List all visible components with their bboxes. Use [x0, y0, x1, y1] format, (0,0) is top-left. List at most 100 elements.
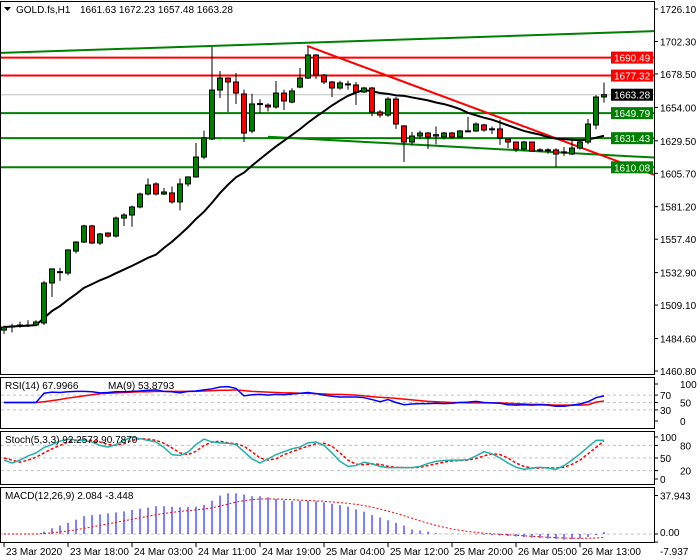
candle [409, 131, 415, 146]
price-level-text: 1663.28 [614, 91, 651, 102]
stoch-panel[interactable] [1, 436, 654, 472]
price-level-label: 1649.79 [611, 107, 653, 120]
candle [321, 73, 327, 85]
macd-tick-label: -7.937 [660, 547, 689, 558]
bull-candle-body [73, 241, 79, 252]
candle [177, 178, 183, 211]
bull-candle-body [593, 96, 599, 126]
bull-candle-body [121, 214, 127, 219]
candle [577, 138, 583, 150]
stoch-label: Stoch(5,3,3) 92.2573 90.7870 [5, 435, 138, 446]
candle [201, 130, 207, 160]
bear-candle-body [225, 77, 231, 83]
candle [185, 176, 191, 187]
time-tick-label: 24 Mar 03:00 [134, 547, 193, 558]
candle [473, 122, 479, 132]
candle [9, 323, 15, 333]
bear-candle-body [425, 132, 431, 138]
candle [513, 141, 519, 152]
price-tick-label: 1629.50 [660, 137, 697, 148]
time-tick-label: 23 Mar 18:00 [70, 547, 129, 558]
stoch-main-line [3, 436, 605, 471]
bear-candle-body [481, 124, 487, 131]
bull-candle-body [385, 98, 391, 116]
candle [17, 321, 23, 328]
bull-candle-body [521, 141, 527, 150]
macd-label: MACD(12,26,9) 2.084 -3.448 [5, 491, 134, 502]
bull-candle-body [193, 156, 199, 178]
bull-candle-body [465, 130, 471, 133]
candle [353, 81, 359, 106]
stoch-signal-line [3, 437, 605, 469]
price-level-text: 1649.79 [614, 109, 651, 120]
candle [561, 146, 567, 156]
bull-candle-body [289, 90, 295, 103]
bull-candle-body [561, 151, 567, 154]
candle [361, 86, 367, 94]
candle [137, 192, 143, 209]
bull-candle-body [65, 249, 71, 274]
bull-candle-body [569, 147, 575, 155]
bear-candle-body [241, 93, 247, 134]
bull-candle-body [25, 324, 31, 327]
price-tick-label: 1460.80 [660, 367, 697, 378]
stoch-tick-label: 80 [680, 441, 692, 452]
bull-candle-body [457, 130, 463, 138]
panel-frames [0, 1, 655, 543]
price-level-text: 1610.08 [614, 163, 651, 174]
candle [457, 129, 463, 139]
stoch-tick-label: 20 [680, 467, 692, 478]
bear-candle-body [281, 92, 287, 102]
candle [305, 46, 311, 79]
bull-candle-body [209, 89, 215, 140]
macd-panel-border [0, 487, 655, 543]
bull-candle-body [417, 132, 423, 137]
bull-candle-body [577, 141, 583, 149]
rsi-label: RSI(14) 67.9966 [5, 381, 79, 392]
price-level-label: 1610.08 [611, 161, 653, 174]
bear-candle-body [353, 84, 359, 93]
time-tick-label: 24 Mar 11:00 [198, 547, 257, 558]
bear-candle-body [529, 141, 535, 152]
price-tick-label: 1605.70 [660, 169, 697, 180]
green-trendline[interactable] [267, 135, 660, 159]
bull-candle-body [113, 217, 119, 237]
candle [489, 126, 495, 134]
candle [209, 46, 215, 140]
candle [377, 110, 383, 118]
main-panel-border [0, 1, 655, 375]
bear-candle-body [393, 98, 399, 125]
bull-candle-body [81, 225, 87, 243]
candle [329, 81, 335, 98]
bull-candle-body [17, 324, 23, 327]
price-level-box [611, 161, 653, 174]
price-tick-label: 1509.10 [660, 301, 697, 312]
candle [97, 232, 103, 246]
bear-candle-body [329, 81, 335, 89]
red-trendline[interactable] [306, 45, 660, 177]
indicator-labels: RSI(14) 67.9966 MA(9) 53.8793 Stoch(5,3,… [5, 381, 175, 502]
candle [1, 325, 7, 334]
bull-candle-body [41, 282, 47, 324]
bear-candle-body [553, 149, 559, 155]
macd-tick-label: 37.943 [660, 491, 691, 502]
bear-candle-body [153, 183, 159, 195]
price-tick-label: 1581.20 [660, 203, 697, 214]
bull-candle-body [409, 135, 415, 143]
candle [273, 81, 279, 109]
bull-candle-body [305, 54, 311, 79]
candle [593, 95, 599, 130]
green-trendline[interactable] [0, 30, 660, 54]
candle [369, 86, 375, 117]
candle [545, 148, 551, 154]
candle [449, 131, 455, 139]
triangle-down-icon[interactable] [4, 7, 11, 11]
moving-average-line [3, 89, 605, 329]
candle [433, 126, 439, 145]
rsi-panel[interactable] [1, 385, 654, 411]
bull-candle-body [545, 149, 551, 152]
price-tick-label: 1726.10 [660, 5, 697, 16]
macd-panel[interactable] [1, 493, 654, 540]
price-panel[interactable] [0, 30, 660, 334]
